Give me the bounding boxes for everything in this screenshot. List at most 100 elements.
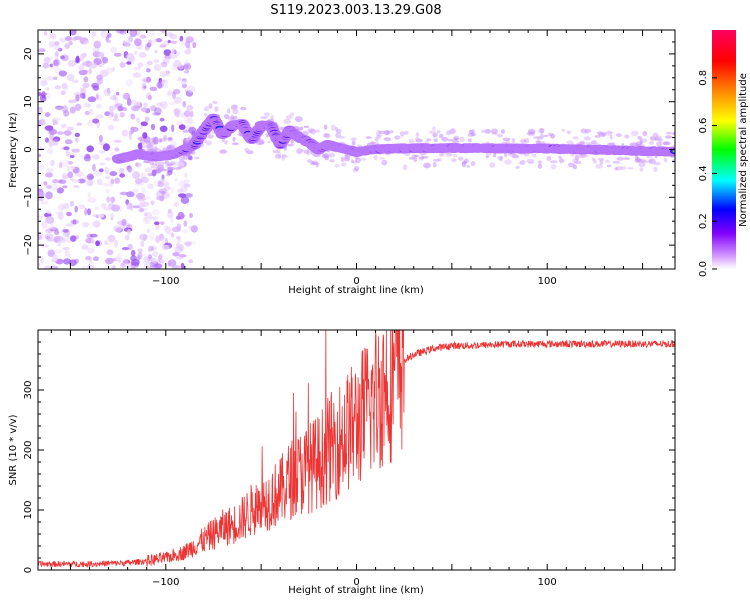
noise-speckle (175, 51, 181, 57)
noise-speckle (45, 57, 54, 60)
noise-speckle (171, 124, 175, 133)
halo-speckle (583, 136, 592, 141)
noise-speckle (177, 238, 181, 243)
noise-speckle (44, 265, 51, 269)
noise-speckle (119, 61, 127, 68)
noise-speckle (92, 85, 100, 91)
halo-speckle (158, 137, 162, 143)
halo-speckle (330, 124, 336, 131)
noise-speckle (135, 178, 143, 185)
halo-speckle (390, 130, 394, 134)
halo-speckle (595, 163, 603, 169)
halo-speckle (547, 132, 554, 137)
noise-speckle (167, 259, 177, 267)
halo-speckle (283, 118, 291, 125)
noise-speckle (41, 118, 46, 126)
noise-speckle (141, 142, 148, 148)
noise-speckle (93, 40, 102, 49)
halo-speckle (615, 133, 622, 138)
noise-speckle (140, 107, 147, 113)
halo-speckle (267, 140, 271, 144)
noise-speckle (136, 117, 140, 123)
noise-speckle (160, 221, 165, 226)
halo-speckle (260, 116, 268, 119)
halo-speckle (154, 160, 158, 166)
noise-speckle (146, 76, 151, 83)
noise-speckle (143, 212, 148, 216)
noise-speckle (147, 94, 152, 101)
noise-speckle (185, 192, 194, 198)
noise-speckle (63, 110, 70, 117)
noise-speckle (110, 213, 115, 218)
noise-speckle (38, 142, 42, 147)
halo-speckle (279, 126, 284, 131)
noise-speckle (185, 40, 191, 49)
noise-speckle (142, 132, 148, 139)
halo-speckle (433, 138, 438, 143)
noise-speckle (183, 241, 193, 246)
noise-speckle (50, 222, 55, 230)
noise-speckle (159, 117, 165, 122)
noise-speckle (156, 102, 163, 107)
noise-speckle (167, 209, 172, 213)
noise-speckle (53, 138, 59, 146)
noise-speckle (143, 102, 148, 108)
noise-speckle (59, 162, 63, 169)
noise-speckle (57, 212, 64, 220)
halo-speckle (307, 128, 316, 133)
noise-speckle (95, 103, 102, 109)
noise-speckle (70, 235, 77, 242)
noise-speckle (44, 112, 51, 118)
noise-speckle (128, 55, 136, 64)
halo-speckle (275, 154, 279, 159)
halo-speckle (663, 157, 668, 163)
halo-speckle (500, 129, 505, 135)
halo-speckle (445, 152, 453, 157)
halo-speckle (205, 140, 213, 146)
noise-speckle (145, 211, 153, 218)
noise-speckle (45, 228, 54, 233)
halo-speckle (549, 160, 558, 164)
halo-speckle (223, 114, 230, 119)
noise-speckle (53, 59, 59, 66)
noise-speckle (182, 101, 186, 108)
noise-speckle (106, 249, 114, 256)
noise-speckle (109, 152, 117, 156)
halo-speckle (538, 127, 545, 134)
halo-speckle (638, 161, 646, 168)
noise-speckle (149, 216, 159, 220)
noise-speckle (141, 186, 146, 195)
noise-speckle (158, 145, 164, 149)
noise-speckle (183, 64, 190, 69)
noise-speckle (130, 113, 136, 120)
noise-speckle (98, 168, 104, 173)
noise-speckle (186, 105, 194, 111)
noise-speckle (180, 80, 188, 85)
halo-speckle (653, 166, 658, 172)
halo-speckle (207, 134, 214, 139)
noise-speckle (114, 256, 123, 262)
noise-speckle (132, 205, 141, 209)
halo-speckle (413, 157, 418, 163)
halo-speckle (468, 138, 472, 143)
noise-speckle (139, 233, 148, 241)
noise-speckle (167, 89, 172, 96)
noise-speckle (138, 208, 144, 213)
noise-speckle (38, 48, 46, 53)
noise-speckle (152, 209, 160, 216)
noise-speckle (97, 178, 103, 186)
halo-speckle (546, 156, 552, 161)
halo-speckle (527, 128, 536, 135)
halo-speckle (408, 138, 415, 145)
noise-speckle (74, 103, 82, 112)
noise-speckle (135, 162, 139, 167)
halo-speckle (467, 133, 475, 137)
halo-speckle (294, 116, 303, 122)
halo-speckle (314, 129, 321, 133)
halo-speckle (566, 140, 574, 145)
halo-speckle (604, 159, 610, 164)
noise-speckle (140, 176, 149, 184)
noise-speckle (109, 96, 114, 101)
noise-speckle (100, 30, 108, 38)
